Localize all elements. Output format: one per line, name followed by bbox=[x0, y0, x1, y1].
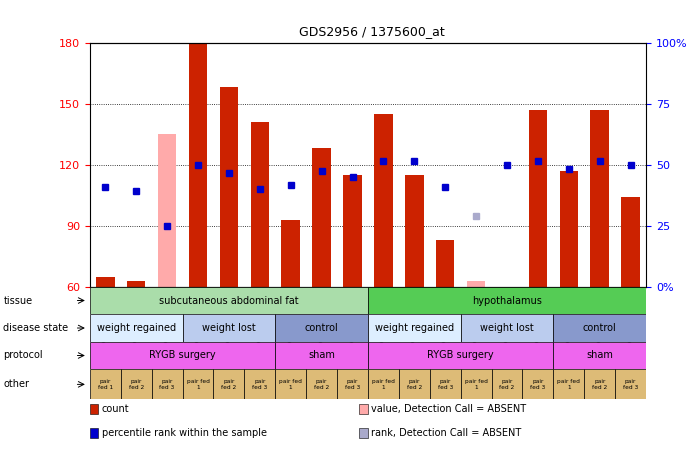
Bar bbox=[312, 148, 331, 287]
Text: pair fed
1: pair fed 1 bbox=[372, 379, 395, 390]
Bar bbox=[275, 314, 368, 342]
Bar bbox=[522, 369, 553, 400]
Text: pair
fed 3: pair fed 3 bbox=[252, 379, 267, 390]
Bar bbox=[337, 369, 368, 400]
Text: pair fed
1: pair fed 1 bbox=[558, 379, 580, 390]
Text: count: count bbox=[102, 404, 129, 414]
Text: pair fed
1: pair fed 1 bbox=[187, 379, 209, 390]
Text: disease state: disease state bbox=[3, 323, 68, 333]
Bar bbox=[553, 369, 585, 400]
Bar bbox=[430, 369, 461, 400]
Bar bbox=[374, 114, 392, 287]
Text: pair
fed 2: pair fed 2 bbox=[500, 379, 515, 390]
Bar bbox=[281, 219, 300, 287]
Bar bbox=[368, 369, 399, 400]
Bar bbox=[127, 281, 145, 287]
Bar bbox=[399, 369, 430, 400]
Bar bbox=[560, 171, 578, 287]
Bar bbox=[121, 369, 151, 400]
Bar bbox=[615, 369, 646, 400]
Bar bbox=[553, 342, 646, 369]
Bar bbox=[245, 369, 275, 400]
Bar bbox=[621, 197, 640, 287]
Text: subcutaneous abdominal fat: subcutaneous abdominal fat bbox=[159, 295, 299, 306]
Text: pair
fed 3: pair fed 3 bbox=[623, 379, 638, 390]
Bar bbox=[461, 369, 491, 400]
Text: value, Detection Call = ABSENT: value, Detection Call = ABSENT bbox=[371, 404, 526, 414]
Bar bbox=[467, 281, 485, 287]
Text: pair fed
1: pair fed 1 bbox=[279, 379, 302, 390]
Bar bbox=[96, 277, 115, 287]
Bar bbox=[368, 287, 646, 314]
Bar bbox=[529, 110, 547, 287]
Bar bbox=[553, 314, 646, 342]
Text: rank, Detection Call = ABSENT: rank, Detection Call = ABSENT bbox=[371, 428, 521, 438]
Text: pair
fed 2: pair fed 2 bbox=[221, 379, 236, 390]
Bar bbox=[585, 369, 615, 400]
Bar bbox=[590, 110, 609, 287]
Bar bbox=[90, 314, 182, 342]
Text: pair
fed 2: pair fed 2 bbox=[407, 379, 422, 390]
Bar bbox=[343, 175, 362, 287]
Bar bbox=[90, 342, 275, 369]
Bar bbox=[251, 122, 269, 287]
Bar bbox=[220, 87, 238, 287]
Text: pair fed
1: pair fed 1 bbox=[464, 379, 488, 390]
Text: pair
fed 3: pair fed 3 bbox=[530, 379, 546, 390]
Text: pair
fed 2: pair fed 2 bbox=[314, 379, 329, 390]
Bar bbox=[90, 369, 121, 400]
Text: sham: sham bbox=[586, 350, 613, 361]
Bar bbox=[182, 314, 275, 342]
Text: other: other bbox=[3, 379, 30, 389]
Text: pair
fed 2: pair fed 2 bbox=[129, 379, 144, 390]
Text: control: control bbox=[583, 323, 616, 333]
Text: pair
fed 3: pair fed 3 bbox=[345, 379, 360, 390]
Bar bbox=[182, 369, 214, 400]
Bar bbox=[368, 314, 461, 342]
Bar bbox=[90, 287, 368, 314]
Bar bbox=[461, 314, 553, 342]
Text: RYGB surgery: RYGB surgery bbox=[149, 350, 216, 361]
Text: tissue: tissue bbox=[3, 295, 32, 306]
Bar bbox=[436, 240, 455, 287]
Text: weight lost: weight lost bbox=[202, 323, 256, 333]
Bar bbox=[151, 369, 182, 400]
Text: pair
fed 1: pair fed 1 bbox=[97, 379, 113, 390]
Text: GDS2956 / 1375600_at: GDS2956 / 1375600_at bbox=[299, 25, 444, 38]
Text: weight lost: weight lost bbox=[480, 323, 534, 333]
Text: weight regained: weight regained bbox=[375, 323, 454, 333]
Bar bbox=[405, 175, 424, 287]
Bar bbox=[275, 369, 306, 400]
Bar bbox=[189, 43, 207, 287]
Text: protocol: protocol bbox=[3, 350, 43, 361]
Text: pair
fed 2: pair fed 2 bbox=[592, 379, 607, 390]
Text: weight regained: weight regained bbox=[97, 323, 176, 333]
Bar bbox=[214, 369, 245, 400]
Text: sham: sham bbox=[308, 350, 335, 361]
Bar bbox=[368, 342, 553, 369]
Text: hypothalamus: hypothalamus bbox=[472, 295, 542, 306]
Bar bbox=[306, 369, 337, 400]
Text: RYGB surgery: RYGB surgery bbox=[427, 350, 494, 361]
Bar bbox=[491, 369, 522, 400]
Text: control: control bbox=[305, 323, 339, 333]
Text: pair
fed 3: pair fed 3 bbox=[160, 379, 175, 390]
Bar bbox=[275, 342, 368, 369]
Bar bbox=[158, 134, 176, 287]
Text: pair
fed 3: pair fed 3 bbox=[437, 379, 453, 390]
Text: percentile rank within the sample: percentile rank within the sample bbox=[102, 428, 267, 438]
